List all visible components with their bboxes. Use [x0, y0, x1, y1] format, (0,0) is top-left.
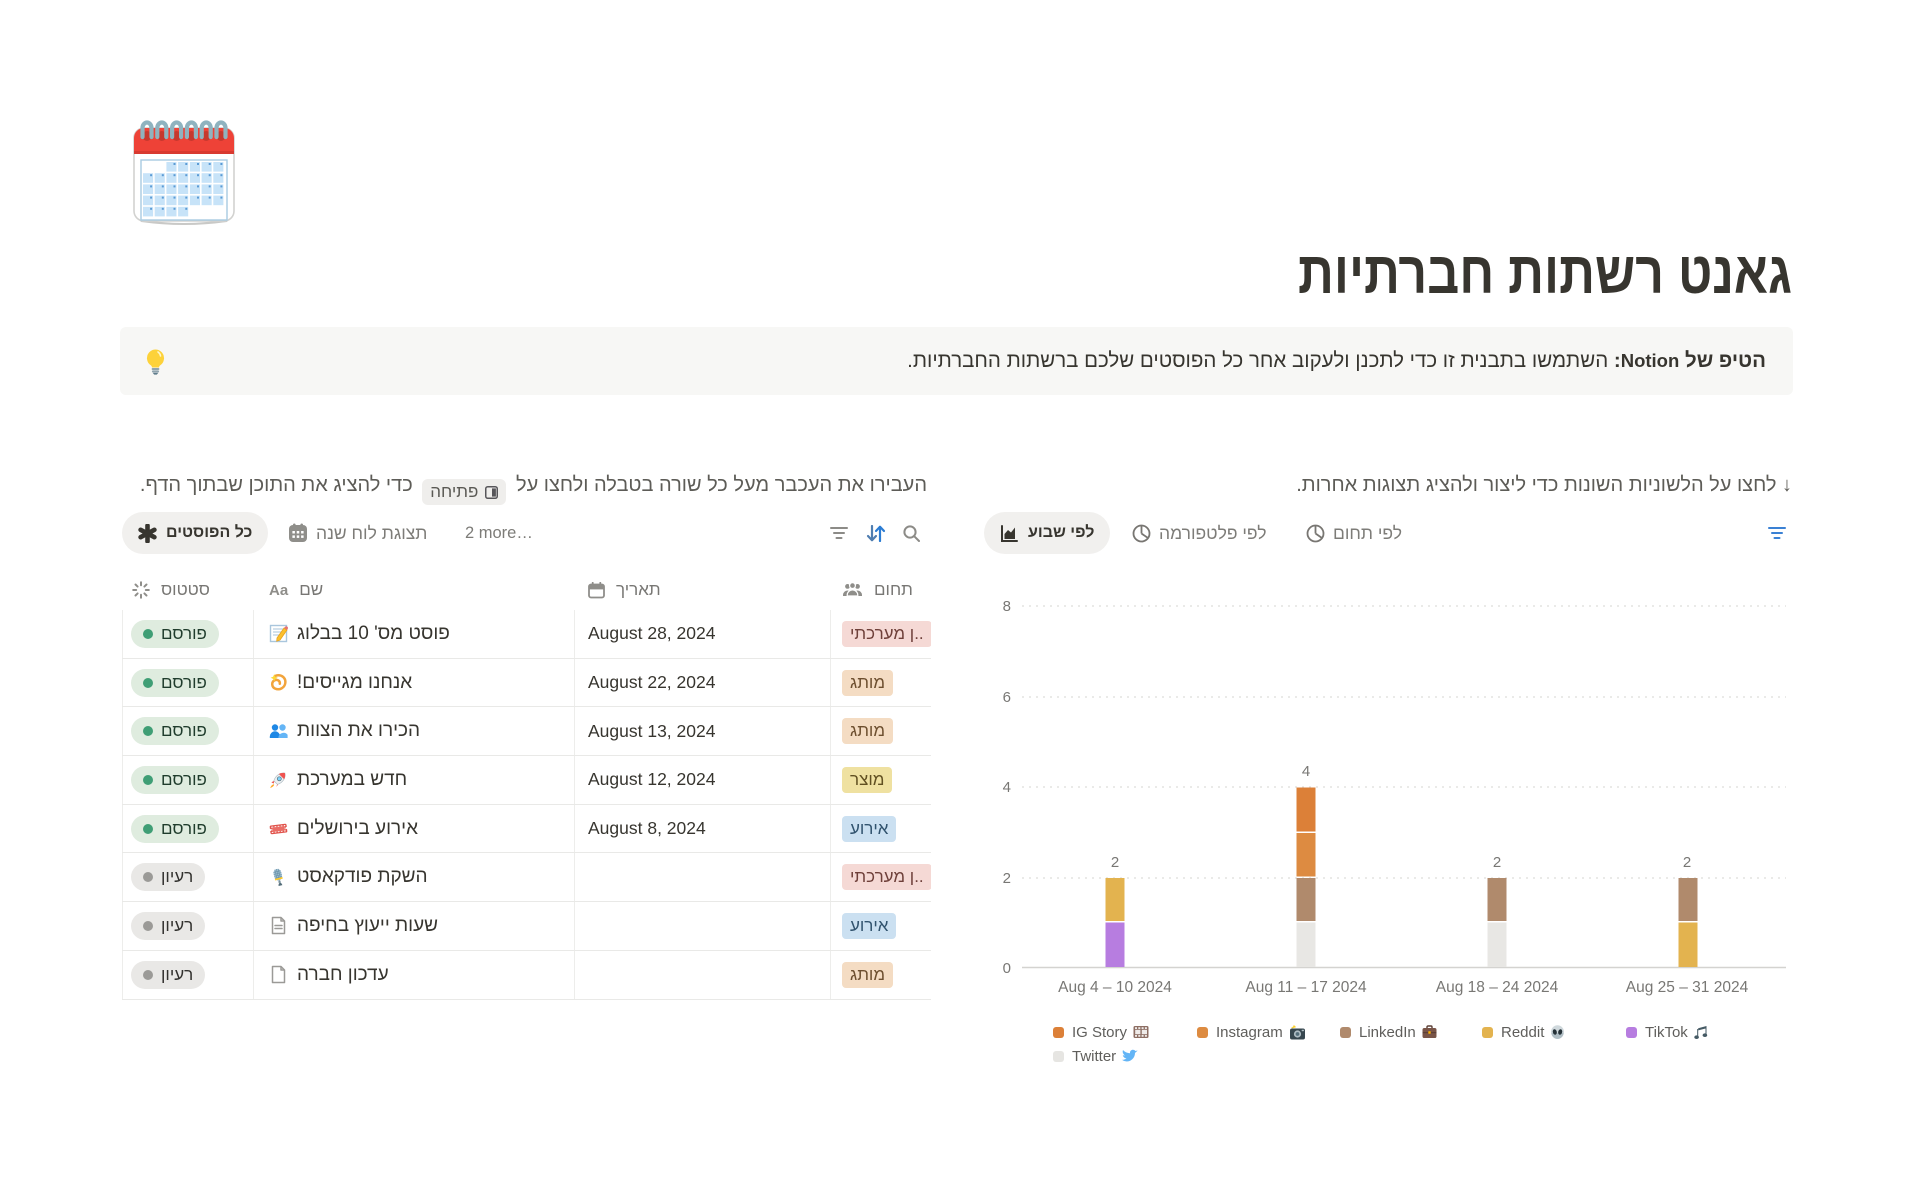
svg-text:2: 2	[1111, 854, 1119, 871]
svg-text:2: 2	[1003, 870, 1011, 887]
svg-text:6: 6	[1003, 689, 1011, 706]
svg-text:Aug 18 – 24 2024: Aug 18 – 24 2024	[1436, 979, 1559, 996]
svg-text:Aug 25 – 31 2024: Aug 25 – 31 2024	[1626, 979, 1749, 996]
svg-text:8: 8	[1003, 598, 1011, 615]
svg-text:2: 2	[1493, 854, 1501, 871]
svg-text:2: 2	[1683, 854, 1691, 871]
svg-text:4: 4	[1302, 763, 1310, 780]
svg-text:Aug 11 – 17 2024: Aug 11 – 17 2024	[1245, 979, 1367, 996]
svg-text:4: 4	[1003, 779, 1011, 796]
svg-text:Aug 4 – 10 2024: Aug 4 – 10 2024	[1058, 979, 1172, 996]
svg-text:0: 0	[1003, 960, 1011, 977]
